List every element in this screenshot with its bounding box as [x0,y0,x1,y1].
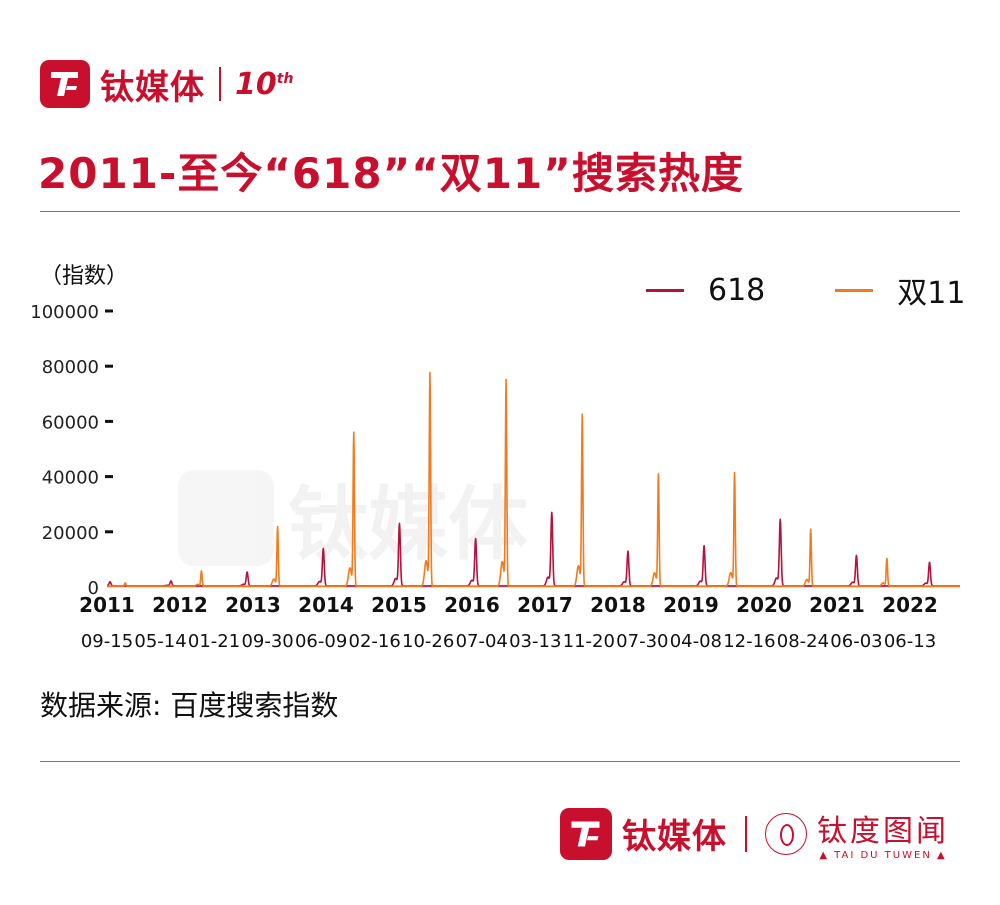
y-tick-label: 40000 [42,468,99,489]
x-date-label: 10-26 [402,631,454,652]
x-year-label: 2014 [298,593,354,617]
legend-swatch-1111 [835,288,874,292]
footer-brand: 钛媒体 钛度图闻 ▲ TAI DU TUWEN ▲ [560,806,949,861]
x-date-label: 04-08 [670,631,722,652]
tenth-anniversary-mark: 10th [235,67,293,102]
title-divider [40,211,960,212]
legend-swatch-618 [646,288,684,292]
footer-brand-name: 钛媒体 [622,817,727,857]
y-tick-label: 80000 [42,357,99,378]
tuwen-cn: 钛度图闻 [817,814,949,849]
brand-name: 钛媒体 [100,67,205,108]
series-1111-line [106,371,961,587]
y-axis-unit-label: （指数） [40,264,129,289]
brand-logo-icon [40,60,90,108]
footer-logo-icon [560,807,612,860]
x-date-label: 09-15 [81,631,133,652]
legend-label-1111: 双11 [897,276,966,311]
footer-divider-bar [745,815,747,852]
x-year-label: 2013 [225,593,281,617]
x-year-label: 2021 [809,593,865,617]
x-year-label: 2019 [663,593,719,617]
x-date-label: 02-16 [349,631,401,652]
tuwen-logo: 钛度图闻 ▲ TAI DU TUWEN ▲ [817,806,949,861]
x-date-label: 01-21 [188,631,240,652]
legend-item-618: 618 [646,273,765,308]
x-year-label: 2018 [590,593,646,617]
y-tick-label: 60000 [42,412,99,433]
x-year-label: 2016 [444,593,500,617]
y-tick-label: 20000 [42,523,99,544]
x-date-label: 05-14 [134,631,186,652]
brand-divider [219,67,221,101]
chart-legend: 618 双11 [646,268,965,312]
x-date-label: 12-16 [723,631,775,652]
x-year-label: 2020 [736,593,792,617]
x-date-label: 11-20 [563,631,615,652]
x-year-label: 2022 [882,593,938,617]
x-date-label: 06-09 [295,631,347,652]
x-year-label: 2017 [517,593,573,617]
series-618-line [106,511,961,587]
eye-icon [765,812,807,855]
x-year-label: 2012 [152,593,208,617]
legend-item-1111: 双11 [835,268,965,312]
tenth-suffix: th [276,70,294,87]
y-tick-label: 100000 [30,302,99,323]
tenth-number: 10 [235,66,277,102]
x-year-label: 2011 [79,593,135,617]
data-source: 数据来源: 百度搜索指数 [40,689,339,722]
x-date-label: 07-04 [456,631,508,652]
brand-logo: 钛媒体 10th [40,60,293,108]
x-date-label: 06-13 [884,631,936,652]
x-date-label: 08-24 [777,631,829,652]
chart-title: 2011-至今“618”“双11”搜索热度 [38,149,744,198]
footer-divider [40,761,960,762]
y-tick-label: 0 [88,578,99,599]
x-date-label: 03-13 [509,631,561,652]
x-year-label: 2015 [371,593,427,617]
legend-label-618: 618 [708,272,766,308]
x-date-label: 09-30 [241,631,293,652]
tuwen-en: ▲ TAI DU TUWEN ▲ [819,850,947,861]
x-date-label: 06-03 [830,631,882,652]
x-date-label: 07-30 [616,631,668,652]
